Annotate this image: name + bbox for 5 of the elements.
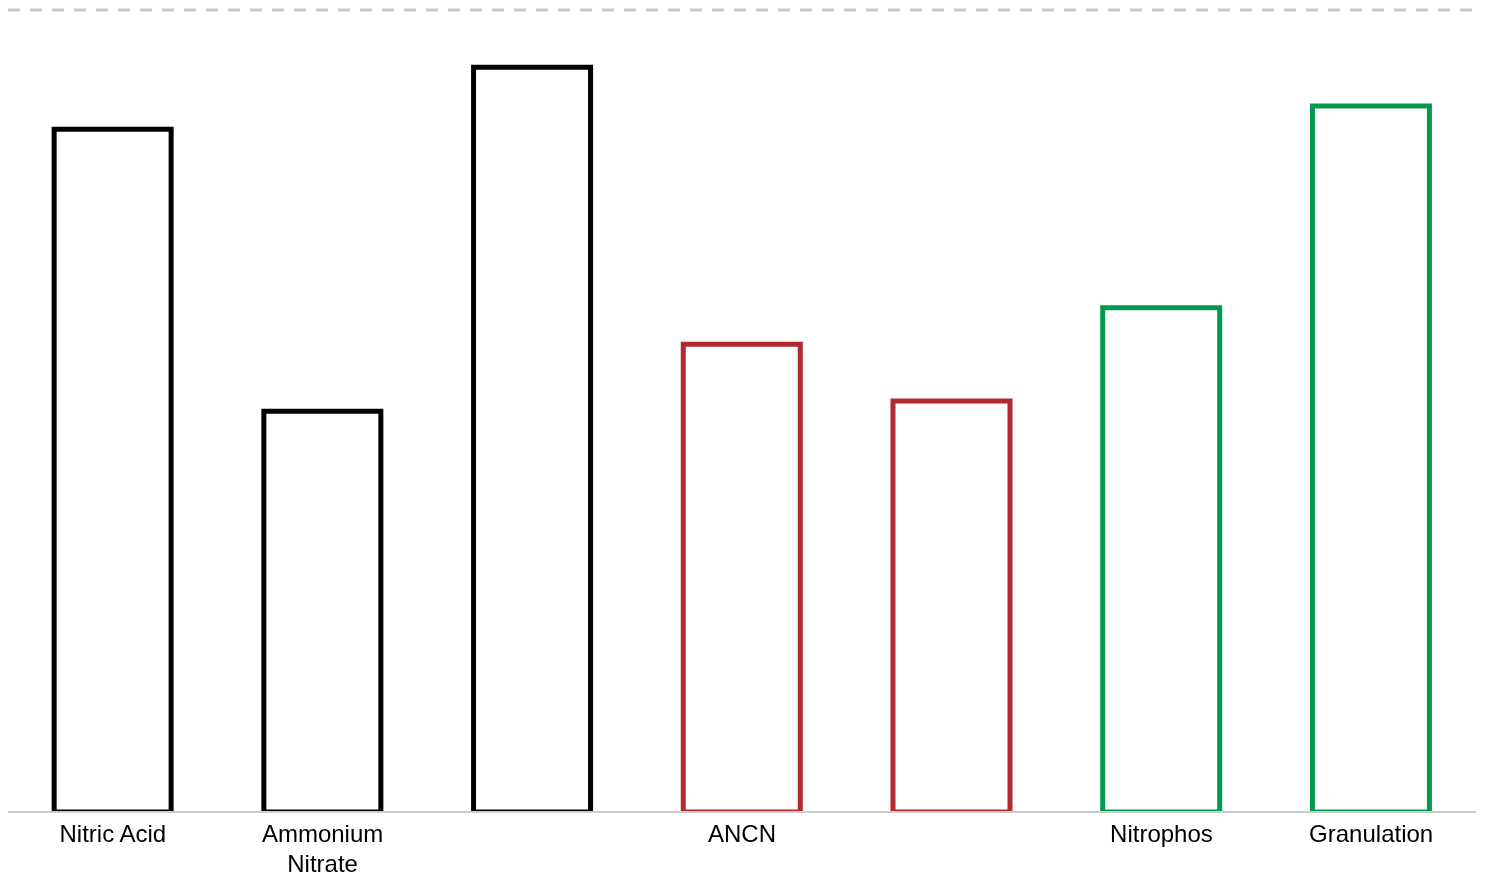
x-tick-label: Nitrophos (1110, 820, 1213, 847)
x-tick-label: Granulation (1309, 820, 1434, 847)
x-tick-label: ANCN (707, 820, 777, 847)
x-tick-label: Ammonium Nitrate (261, 820, 384, 877)
x-tick-label: Nitric Acid (59, 820, 167, 847)
